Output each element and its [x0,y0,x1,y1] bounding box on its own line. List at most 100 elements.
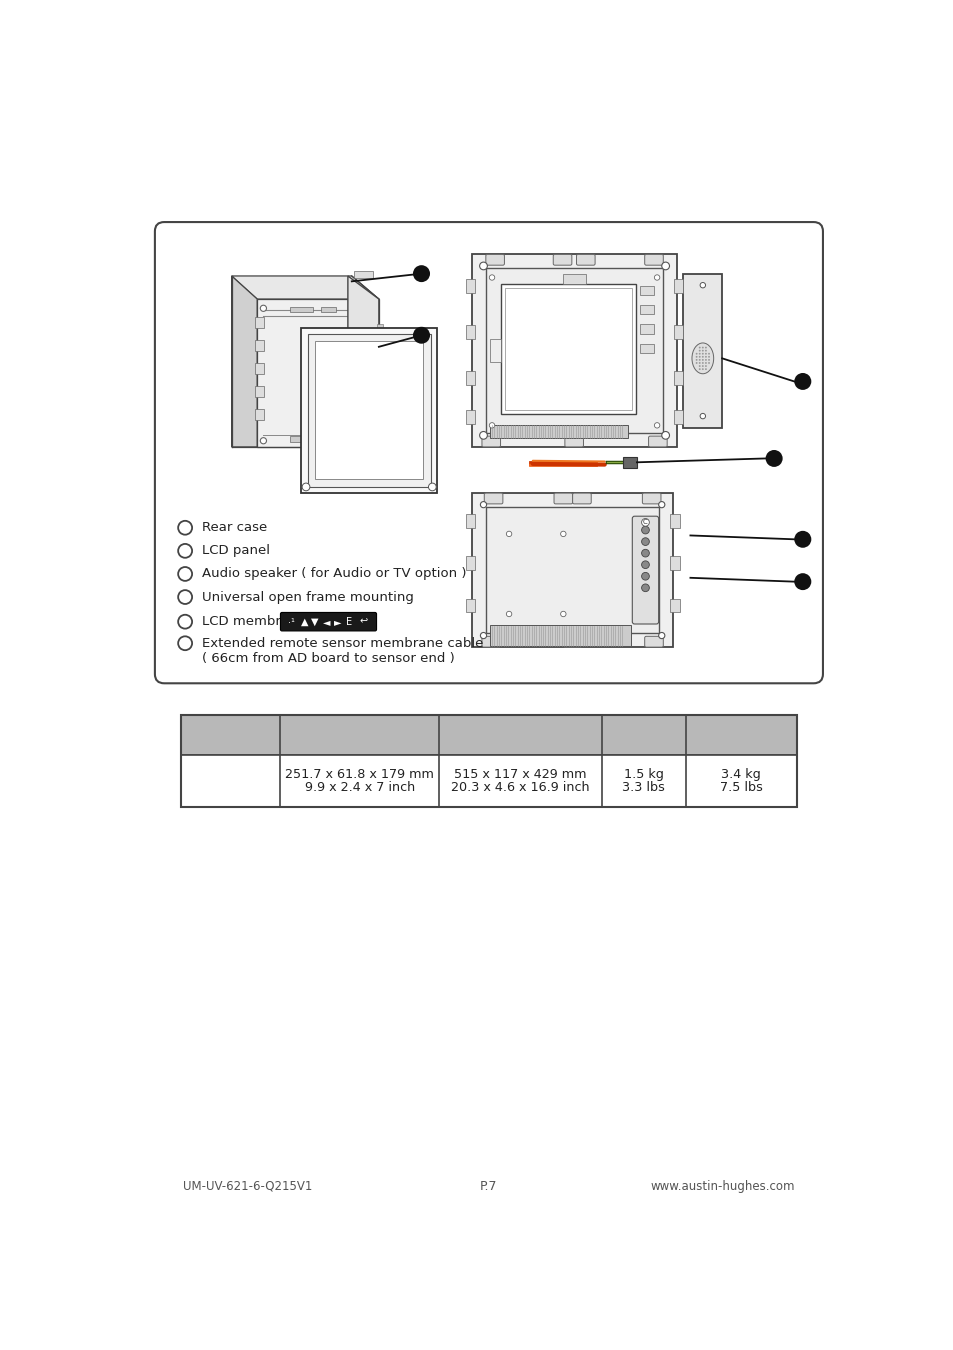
Bar [465,325,475,339]
Bar [254,317,264,328]
Bar [465,598,475,613]
Text: Rear case: Rear case [202,521,267,535]
Circle shape [698,369,700,370]
FancyBboxPatch shape [481,436,500,447]
Circle shape [658,632,664,639]
Bar [254,340,264,351]
Circle shape [701,347,703,348]
Circle shape [698,356,700,358]
Circle shape [698,364,700,367]
Circle shape [700,413,705,418]
Circle shape [506,612,511,617]
Circle shape [479,262,487,270]
Bar [489,625,630,647]
Bar [367,344,376,358]
Bar [682,274,721,428]
Circle shape [641,572,649,580]
Circle shape [641,549,649,558]
Circle shape [765,450,781,467]
Circle shape [700,282,705,288]
FancyBboxPatch shape [484,493,502,504]
FancyBboxPatch shape [644,254,662,265]
Bar [639,344,654,352]
Circle shape [698,347,700,348]
Circle shape [428,483,436,491]
Circle shape [178,614,192,629]
Bar [670,514,679,528]
Bar [290,436,313,441]
Bar [472,493,673,647]
Circle shape [641,537,649,545]
Circle shape [794,373,810,390]
Text: LCD panel: LCD panel [202,544,270,558]
Circle shape [641,585,649,591]
Bar [376,417,382,424]
Bar [670,598,679,613]
Bar [500,284,636,414]
Circle shape [654,275,659,281]
Circle shape [178,590,192,603]
Bar [465,279,475,293]
Circle shape [695,359,697,360]
Circle shape [698,359,700,360]
Circle shape [413,327,430,344]
Text: P.7: P.7 [479,1180,497,1192]
Bar [320,306,335,312]
Bar [674,410,682,424]
Bar [290,306,313,312]
Circle shape [707,356,709,358]
FancyBboxPatch shape [644,636,662,647]
Circle shape [178,544,192,558]
Text: 20.3 x 4.6 x 16.9 inch: 20.3 x 4.6 x 16.9 inch [451,780,589,794]
Bar [354,270,373,278]
FancyBboxPatch shape [632,516,658,624]
Circle shape [641,526,649,533]
Text: ►: ► [334,617,341,626]
Bar [670,556,679,570]
Polygon shape [232,275,378,300]
Circle shape [178,636,192,651]
Circle shape [661,432,669,439]
Circle shape [695,352,697,355]
Bar [485,508,659,633]
Circle shape [480,632,486,639]
Circle shape [178,567,192,580]
Circle shape [701,369,703,370]
FancyBboxPatch shape [641,493,660,504]
FancyBboxPatch shape [280,613,376,630]
Circle shape [704,362,706,364]
Circle shape [707,352,709,355]
FancyBboxPatch shape [485,254,504,265]
Bar [562,274,585,284]
Circle shape [701,350,703,351]
Text: C: C [642,520,647,525]
Bar [465,410,475,424]
Circle shape [704,369,706,370]
Circle shape [661,262,669,270]
Bar [376,355,382,363]
Circle shape [701,364,703,367]
Ellipse shape [691,343,713,374]
Circle shape [506,531,511,536]
Circle shape [178,521,192,535]
Circle shape [707,359,709,360]
Bar [489,424,628,439]
Text: 3.3 lbs: 3.3 lbs [622,780,664,794]
Circle shape [560,531,565,536]
Circle shape [560,612,565,617]
Bar [674,371,682,385]
Bar [489,339,500,362]
Circle shape [641,560,649,568]
Bar [301,328,436,493]
Text: ( 66cm from AD board to sensor end ): ( 66cm from AD board to sensor end ) [202,652,455,666]
FancyBboxPatch shape [564,436,583,447]
Circle shape [302,483,310,491]
Text: ▲: ▲ [300,617,308,626]
Circle shape [698,352,700,355]
Polygon shape [257,300,378,447]
Text: ◄: ◄ [323,617,331,626]
Bar [181,755,796,807]
Text: LCD membrane: LCD membrane [202,616,306,628]
Text: ·¹: ·¹ [288,617,294,626]
Bar [376,448,382,455]
